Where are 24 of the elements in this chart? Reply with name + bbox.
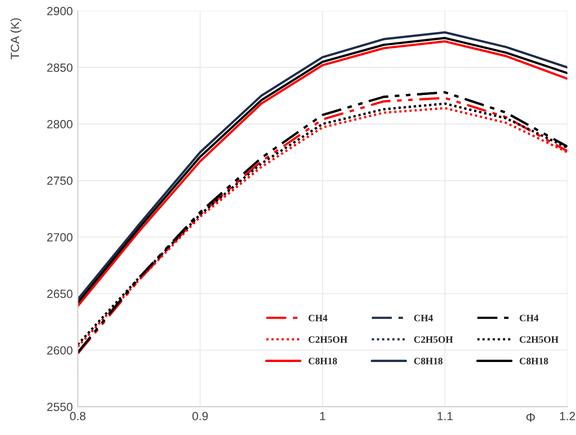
legend-label: C8H18 [414,358,442,364]
x-tick-label: 1 [320,412,326,420]
x-axis-title: Φ [526,413,535,422]
y-tick-label: 2900 [47,6,72,16]
legend-label: C2H5OH [414,336,453,343]
legend-label: C8H18 [308,358,337,364]
legend-label: CH4 [520,314,538,322]
y-axis-title: TCA (K) [10,18,22,60]
y-tick-label: 2600 [47,346,72,355]
x-tick-label: 0.9 [192,412,208,420]
y-tick-label: 2700 [47,233,72,242]
legend-label: C2H5OH [520,336,558,343]
y-tick-label: 2550 [47,402,72,412]
legend-label: CH4 [414,314,433,322]
x-tick-label: 0.8 [70,412,86,420]
y-tick-label: 2850 [47,63,72,72]
y-tick-label: 2800 [47,120,72,128]
y-tick-label: 2650 [47,290,72,298]
legend-label: CH4 [308,314,328,322]
x-tick-label: 1.2 [560,412,575,420]
x-tick-label: 1.1 [438,412,453,420]
y-tick-label: 2750 [47,176,72,185]
legend-label: C8H18 [520,358,548,364]
legend-label: C2H5OH [308,336,348,343]
